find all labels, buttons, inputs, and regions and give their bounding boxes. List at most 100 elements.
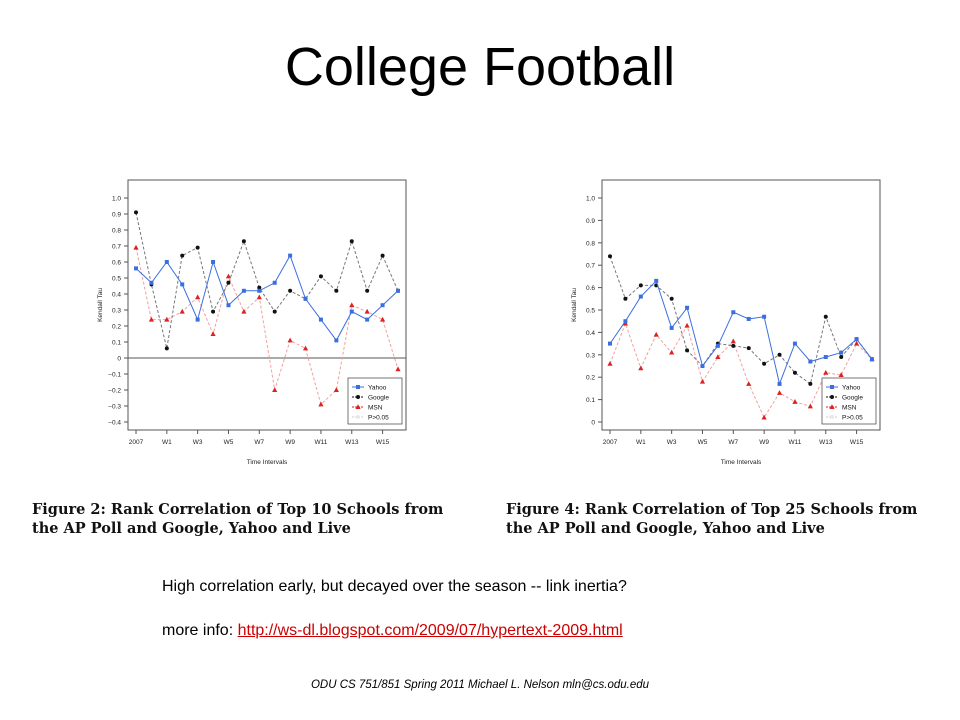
legend-marker bbox=[356, 395, 360, 399]
legend-marker bbox=[829, 404, 835, 409]
point-msn bbox=[195, 294, 201, 300]
point-google bbox=[365, 288, 370, 293]
y-tick-label: 0.6 bbox=[112, 260, 121, 267]
point-msn bbox=[148, 316, 155, 322]
point-google bbox=[731, 343, 736, 348]
point-yahoo bbox=[808, 359, 813, 364]
legend-marker bbox=[356, 385, 360, 389]
point-yahoo bbox=[180, 282, 185, 287]
slide-title: College Football bbox=[284, 37, 676, 97]
point-yahoo bbox=[334, 338, 339, 343]
more-info-line: more info: http://ws-dl.blogspot.com/200… bbox=[162, 622, 623, 640]
point-yahoo bbox=[303, 296, 308, 301]
caption-line: Figure 2: Rank Correlation of Top 10 Sch… bbox=[32, 501, 444, 518]
point-google bbox=[134, 210, 138, 215]
point-yahoo bbox=[839, 350, 844, 355]
point-google bbox=[195, 245, 200, 250]
y-tick-label: 0.4 bbox=[586, 330, 595, 337]
series-line-yahoo bbox=[609, 279, 873, 386]
point-yahoo bbox=[365, 317, 370, 322]
point-google bbox=[792, 370, 797, 375]
point-yahoo bbox=[257, 288, 262, 293]
slide-footer: ODU CS 751/851 Spring 2011 Michael L. Ne… bbox=[310, 679, 650, 691]
y-tick-label: 0.1 bbox=[112, 340, 121, 347]
point-google bbox=[762, 361, 767, 366]
point-yahoo bbox=[746, 316, 751, 321]
legend-label: P>0.05 bbox=[842, 415, 863, 422]
series-line-google bbox=[135, 212, 399, 349]
point-msn bbox=[302, 345, 309, 351]
point-msn bbox=[364, 308, 370, 314]
legend-marker bbox=[355, 404, 361, 409]
x-tick-label: W11 bbox=[314, 439, 327, 446]
y-tick-label: 1.0 bbox=[586, 196, 595, 203]
point-yahoo bbox=[700, 364, 705, 368]
caption-line: Figure 4: Rank Correlation of Top 25 Sch… bbox=[506, 501, 918, 518]
point-msn bbox=[256, 294, 262, 300]
caption-line: the AP Poll and Google, Yahoo and Live bbox=[32, 520, 351, 537]
x-tick-label: W11 bbox=[788, 439, 801, 446]
point-msn bbox=[272, 387, 278, 392]
point-msn bbox=[333, 387, 339, 392]
point-yahoo bbox=[318, 317, 323, 322]
x-tick-label: W5 bbox=[224, 439, 234, 446]
point-google bbox=[839, 355, 844, 360]
more-info-link[interactable]: http://ws-dl.blogspot.com/2009/07/hypert… bbox=[237, 622, 623, 639]
point-yahoo bbox=[349, 309, 354, 314]
series-line-msn bbox=[609, 321, 873, 419]
point-msn bbox=[318, 401, 324, 407]
chart-top10: 1.0 0.9 0.8 0.7 0.6 0.5 0.4 0.3 0.2 0.1 0 −0.1 −0.2 −… bbox=[97, 179, 407, 466]
x-tick-label: W1 bbox=[636, 439, 646, 446]
x-tick-label: W3 bbox=[193, 439, 203, 446]
point-msn bbox=[607, 360, 613, 366]
point-msn bbox=[823, 369, 829, 375]
point-google bbox=[257, 285, 262, 290]
x-tick-label: W7 bbox=[254, 439, 264, 446]
observation-note: High correlation early, but decayed over… bbox=[162, 578, 627, 595]
point-yahoo bbox=[823, 355, 828, 360]
point-yahoo bbox=[272, 280, 277, 285]
point-msn bbox=[133, 244, 139, 250]
point-google bbox=[211, 309, 216, 314]
point-yahoo bbox=[396, 288, 400, 293]
x-axis-title: Time Intervals bbox=[247, 459, 288, 466]
figure-4-caption: Figure 4: Rank Correlation of Top 25 Sch… bbox=[506, 500, 960, 538]
y-tick-label: 0.2 bbox=[112, 324, 121, 331]
point-google bbox=[823, 314, 828, 319]
plot-frame bbox=[127, 179, 407, 431]
point-google bbox=[241, 239, 246, 244]
legend-label: Google bbox=[842, 395, 863, 402]
legend-label: MSN bbox=[368, 405, 383, 412]
point-msn bbox=[730, 338, 736, 344]
series-line-google bbox=[609, 256, 873, 385]
point-msn bbox=[746, 381, 752, 386]
y-tick-label: 0.1 bbox=[586, 397, 595, 404]
point-yahoo bbox=[731, 310, 736, 315]
y-tick-label: 0.2 bbox=[586, 375, 595, 382]
point-yahoo bbox=[149, 280, 154, 285]
x-tick-label: W15 bbox=[376, 439, 390, 446]
point-yahoo bbox=[226, 303, 231, 308]
point-msn bbox=[395, 366, 401, 372]
point-yahoo bbox=[134, 266, 138, 271]
x-tick-label: W1 bbox=[162, 439, 172, 446]
point-yahoo bbox=[638, 294, 643, 299]
point-msn bbox=[684, 322, 690, 328]
x-axis-title: Time Intervals bbox=[721, 459, 762, 466]
point-msn bbox=[761, 414, 767, 420]
x-tick-label: W13 bbox=[819, 439, 833, 446]
x-tick-label: 2007 bbox=[603, 439, 618, 446]
y-tick-label: 0 bbox=[591, 420, 595, 427]
point-yahoo bbox=[669, 325, 674, 330]
y-tick-label: 0.7 bbox=[586, 263, 595, 270]
legend-label: Yahoo bbox=[842, 385, 861, 392]
y-tick-label: 0.8 bbox=[586, 240, 595, 247]
point-msn bbox=[241, 308, 247, 314]
point-msn bbox=[776, 390, 783, 395]
y-tick-label: −0.3 bbox=[108, 404, 121, 411]
point-google bbox=[349, 239, 354, 244]
point-yahoo bbox=[870, 357, 874, 362]
y-tick-label: 0.7 bbox=[112, 244, 121, 251]
point-google bbox=[808, 381, 813, 386]
point-msn bbox=[287, 337, 293, 343]
